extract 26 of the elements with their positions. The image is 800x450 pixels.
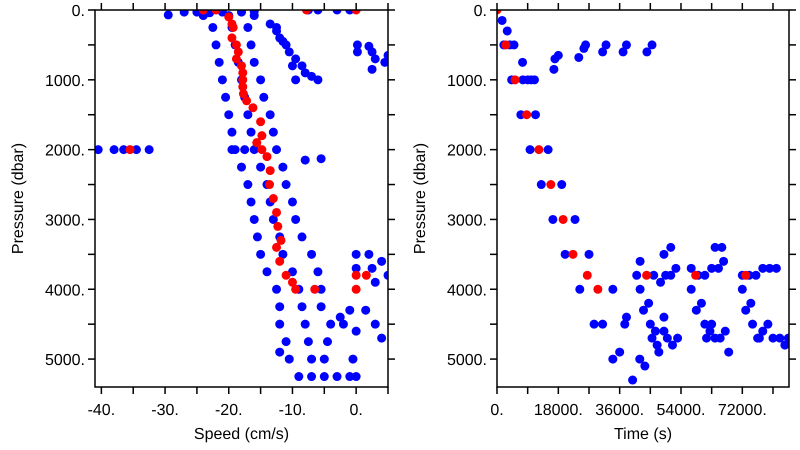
x-tick-label: -20.	[214, 402, 243, 419]
y-tick-label: 0.	[474, 3, 487, 20]
x-tick-label: 54000.	[656, 402, 706, 419]
x-tick-label: -10.	[278, 402, 306, 419]
y-tick-label: 4000.	[446, 282, 487, 300]
y-tick-label: 3000.	[446, 212, 487, 230]
x-tick-label: -40.	[88, 402, 116, 419]
x-tick-label: 72000.	[718, 402, 767, 419]
y-tick-label: 0.	[72, 3, 85, 20]
y-tick-label: 4000.	[44, 282, 85, 300]
x-tick-label: 0.	[490, 402, 504, 419]
x-tick-label: 36000.	[595, 402, 644, 419]
y-tick-label: 1000.	[44, 72, 85, 90]
x-tick-label: 0.	[349, 402, 363, 419]
x-axis-title: Speed (cm/s)	[194, 426, 290, 443]
y-tick-label: 5000.	[446, 352, 487, 370]
y-tick-label: 1000.	[446, 72, 487, 90]
y-axis-title: Pressure (dbar)	[10, 142, 27, 254]
y-tick-label: 3000.	[44, 212, 85, 230]
y-axis-title: Pressure (dbar)	[412, 142, 429, 254]
x-axis-title: Time (s)	[614, 426, 672, 443]
x-tick-label: -30.	[151, 402, 179, 419]
x-tick-label: 18000.	[534, 402, 583, 419]
y-tick-label: 5000.	[44, 352, 85, 370]
y-tick-label: 2000.	[446, 142, 487, 160]
y-tick-label: 2000.	[44, 142, 85, 160]
